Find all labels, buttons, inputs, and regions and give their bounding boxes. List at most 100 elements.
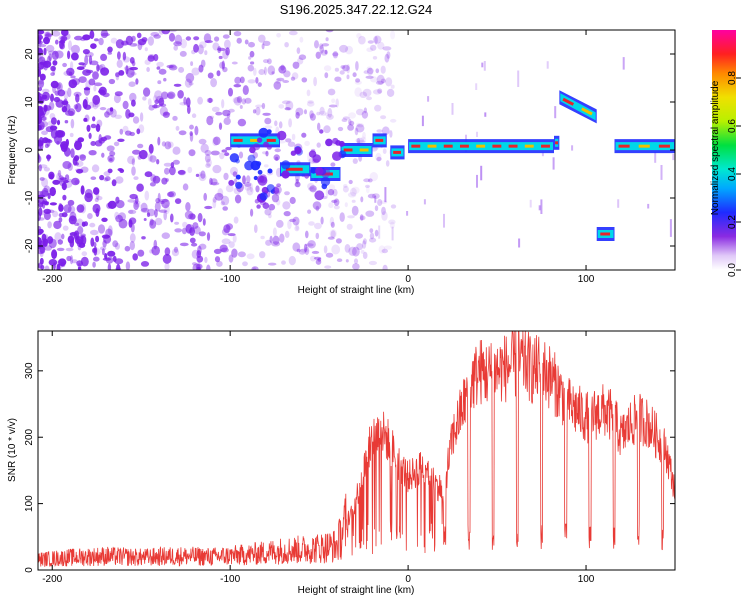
noise-blob bbox=[116, 59, 123, 68]
noise-blob bbox=[175, 125, 180, 131]
noise-blob bbox=[362, 251, 368, 259]
noise-blob bbox=[147, 36, 154, 46]
noise-blob bbox=[140, 261, 150, 267]
noise-blob bbox=[292, 61, 300, 69]
noise-blob bbox=[320, 49, 328, 56]
noise-blob bbox=[56, 82, 63, 92]
noise-blob bbox=[200, 170, 206, 179]
noise-blob bbox=[182, 221, 188, 228]
noise-blob bbox=[197, 261, 201, 269]
ridge-blob bbox=[325, 138, 333, 147]
noise-blob bbox=[228, 87, 233, 97]
noise-blob bbox=[191, 249, 200, 259]
noise-blob bbox=[278, 65, 287, 74]
noise-blob bbox=[53, 96, 61, 103]
noise-blob bbox=[279, 233, 285, 243]
noise-blob bbox=[374, 229, 379, 237]
noise-blob bbox=[348, 246, 357, 256]
noise-blob bbox=[262, 112, 271, 116]
noise-blob bbox=[76, 169, 84, 174]
noise-blob bbox=[159, 199, 169, 203]
noise-blob bbox=[115, 176, 124, 184]
noise-blob bbox=[174, 221, 180, 225]
noise-blob bbox=[380, 200, 388, 205]
noise-blob bbox=[216, 70, 221, 77]
noise-blob bbox=[159, 200, 165, 205]
noise-blob bbox=[92, 116, 96, 122]
noise-blob bbox=[233, 96, 242, 106]
noise-blob bbox=[173, 41, 182, 47]
noise-blob bbox=[377, 41, 385, 50]
noise-blob bbox=[79, 154, 86, 161]
noise-blob bbox=[388, 219, 396, 225]
noise-blob bbox=[390, 118, 397, 123]
noise-blob bbox=[74, 140, 82, 151]
noise-blob bbox=[47, 139, 53, 144]
noise-blob bbox=[250, 208, 254, 217]
noise-blob bbox=[356, 122, 361, 127]
noise-blob bbox=[88, 101, 95, 109]
noise-blob bbox=[315, 232, 320, 240]
noise-blob bbox=[354, 87, 363, 97]
noise-blob bbox=[158, 68, 167, 75]
noise-blob bbox=[188, 213, 196, 220]
noise-blob bbox=[93, 256, 100, 262]
noise-blob bbox=[193, 36, 200, 41]
ridge-blob bbox=[332, 151, 342, 161]
noise-blob bbox=[236, 37, 242, 44]
noise-blob bbox=[288, 118, 292, 128]
noise-blob bbox=[143, 87, 151, 97]
noise-blob bbox=[48, 174, 53, 180]
noise-blob bbox=[137, 249, 145, 257]
noise-streak bbox=[374, 196, 377, 203]
noise-blob bbox=[221, 238, 231, 245]
colorbar-label: Normalized spectral amplitude bbox=[710, 80, 721, 215]
noise-blob bbox=[100, 67, 110, 76]
noise-blob bbox=[131, 158, 135, 166]
noise-blob bbox=[131, 99, 136, 107]
noise-blob bbox=[77, 226, 84, 235]
noise-blob bbox=[365, 210, 375, 217]
noise-blob bbox=[174, 198, 182, 205]
noise-blob bbox=[319, 106, 325, 115]
ridge-blob bbox=[312, 154, 322, 163]
noise-blob bbox=[90, 229, 99, 236]
noise-blob bbox=[315, 259, 322, 265]
noise-streak bbox=[546, 61, 549, 69]
noise-blob bbox=[244, 97, 252, 104]
spectrogram-ylabel: Frequency (Hz) bbox=[7, 116, 18, 185]
noise-blob bbox=[324, 49, 328, 55]
noise-blob bbox=[351, 205, 359, 216]
ridge-blob bbox=[258, 127, 269, 138]
noise-blob bbox=[163, 210, 167, 221]
ridge-blob bbox=[314, 190, 325, 201]
noise-blob bbox=[342, 116, 350, 120]
noise-blob bbox=[172, 159, 180, 165]
noise-blob bbox=[113, 141, 120, 147]
noise-blob bbox=[276, 183, 281, 187]
noise-blob bbox=[300, 248, 309, 253]
noise-blob bbox=[288, 255, 296, 266]
noise-blob bbox=[357, 140, 366, 144]
noise-blob bbox=[57, 239, 63, 245]
noise-blob bbox=[167, 141, 174, 148]
noise-blob bbox=[38, 244, 45, 255]
noise-blob bbox=[321, 43, 330, 47]
noise-blob bbox=[325, 37, 329, 42]
noise-blob bbox=[288, 30, 298, 36]
noise-blob bbox=[356, 108, 365, 116]
noise-blob bbox=[312, 201, 322, 210]
noise-blob bbox=[319, 44, 325, 54]
snr-panel: -200 -100 0 100 0 100 200 300 Height of straigh… bbox=[7, 330, 676, 596]
noise-blob bbox=[129, 240, 135, 251]
noise-blob bbox=[329, 229, 337, 238]
noise-streak bbox=[476, 131, 478, 137]
noise-blob bbox=[131, 166, 136, 176]
noise-blob bbox=[285, 138, 292, 143]
noise-blob bbox=[206, 158, 212, 167]
noise-blob bbox=[334, 76, 342, 82]
noise-blob bbox=[56, 119, 61, 126]
noise-blob bbox=[291, 72, 299, 80]
noise-blob bbox=[323, 65, 332, 72]
noise-blob bbox=[51, 30, 61, 37]
